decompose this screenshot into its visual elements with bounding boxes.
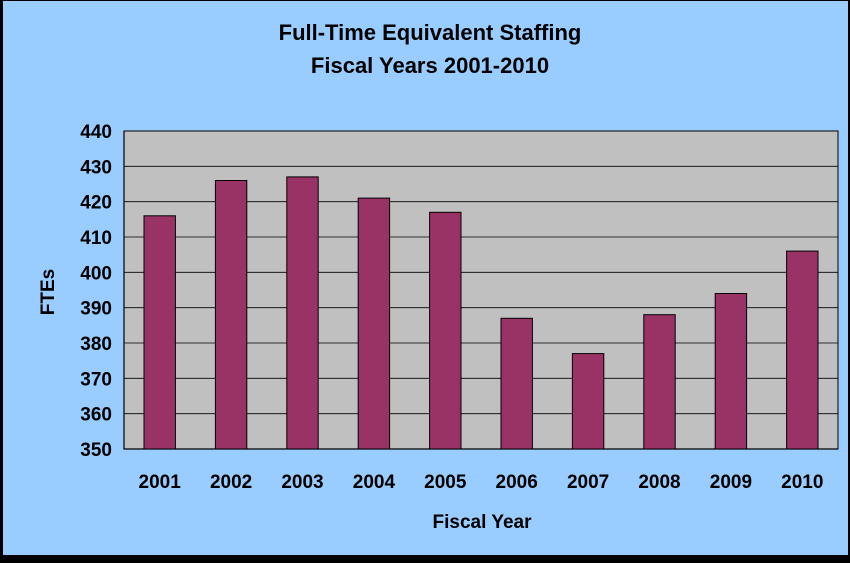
y-tick-label: 390 xyxy=(80,299,112,320)
y-axis-ticks: 350 360 370 380 390 400 410 420 430 440 xyxy=(80,122,112,461)
x-tick-label: 2007 xyxy=(567,472,609,493)
bars xyxy=(143,176,819,450)
bar-2003 xyxy=(286,176,319,450)
x-tick-label: 2004 xyxy=(353,472,396,493)
y-tick-label: 350 xyxy=(80,440,112,461)
bar-2009 xyxy=(714,293,748,450)
bar-2010 xyxy=(786,250,819,450)
x-axis-ticks: 2001 2002 2003 2004 2005 2006 2007 2008 2009 2010 xyxy=(139,472,824,493)
bar-2004 xyxy=(357,197,391,450)
chart-title: Full-Time Equivalent Staffing xyxy=(279,20,582,45)
y-axis-title: FTEs xyxy=(38,269,59,315)
y-tick-label: 410 xyxy=(80,228,112,249)
y-tick-label: 360 xyxy=(80,405,112,426)
y-tick-label: 370 xyxy=(80,369,112,390)
bar-2001 xyxy=(143,215,176,450)
x-tick-label: 2003 xyxy=(281,472,323,493)
bar-2006 xyxy=(500,317,533,450)
bar-2007 xyxy=(571,353,605,450)
x-axis-title: Fiscal Year xyxy=(433,512,533,533)
x-tick-label: 2010 xyxy=(781,472,823,493)
y-tick-label: 430 xyxy=(80,157,112,178)
x-tick-label: 2001 xyxy=(139,472,182,493)
bar-2008 xyxy=(643,314,676,450)
bar-2002 xyxy=(214,180,248,450)
bar-2005 xyxy=(429,211,462,450)
y-tick-label: 400 xyxy=(80,263,112,284)
x-tick-label: 2006 xyxy=(496,472,538,493)
x-tick-label: 2005 xyxy=(424,472,467,493)
chart-subtitle: Fiscal Years 2001-2010 xyxy=(311,53,549,78)
y-tick-label: 380 xyxy=(80,334,112,355)
x-tick-label: 2008 xyxy=(638,472,680,493)
x-tick-label: 2009 xyxy=(710,472,752,493)
y-tick-label: 420 xyxy=(80,193,112,214)
y-tick-label: 440 xyxy=(80,122,112,143)
x-tick-label: 2002 xyxy=(210,472,252,493)
